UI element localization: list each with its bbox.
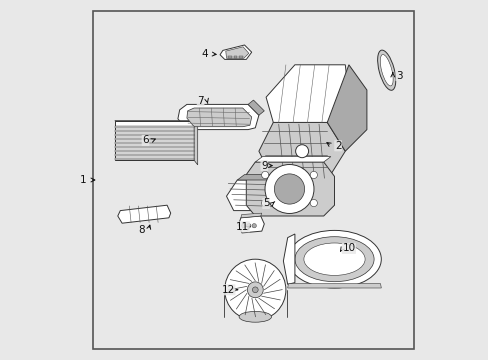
Circle shape: [251, 224, 256, 228]
Polygon shape: [258, 122, 345, 180]
Polygon shape: [255, 157, 330, 162]
Text: 10: 10: [342, 243, 355, 253]
Polygon shape: [115, 138, 194, 140]
Circle shape: [264, 165, 313, 213]
Text: 11: 11: [236, 222, 249, 232]
Polygon shape: [238, 216, 264, 233]
Polygon shape: [265, 65, 348, 122]
Ellipse shape: [303, 243, 365, 275]
Circle shape: [261, 199, 268, 207]
Polygon shape: [298, 175, 316, 196]
Text: 7: 7: [197, 96, 203, 106]
Polygon shape: [194, 121, 197, 165]
Circle shape: [241, 224, 245, 228]
Ellipse shape: [239, 311, 271, 322]
Text: 8: 8: [138, 225, 145, 235]
Polygon shape: [287, 284, 381, 288]
Polygon shape: [115, 121, 194, 160]
Text: 5: 5: [262, 198, 269, 208]
Ellipse shape: [294, 237, 373, 282]
Polygon shape: [220, 45, 251, 59]
Polygon shape: [115, 142, 194, 144]
Polygon shape: [247, 100, 264, 115]
Polygon shape: [326, 65, 366, 151]
Polygon shape: [115, 158, 194, 160]
Circle shape: [224, 259, 285, 320]
Circle shape: [252, 287, 258, 293]
Circle shape: [247, 282, 263, 298]
Circle shape: [309, 199, 317, 207]
Polygon shape: [115, 146, 194, 148]
Polygon shape: [225, 47, 248, 58]
Polygon shape: [118, 205, 170, 223]
Bar: [239, 56, 242, 58]
Text: 12: 12: [221, 285, 234, 295]
Ellipse shape: [287, 230, 381, 288]
Text: 6: 6: [142, 135, 148, 145]
Bar: [233, 56, 237, 58]
Polygon shape: [115, 121, 197, 126]
Ellipse shape: [377, 50, 395, 90]
Polygon shape: [241, 213, 261, 218]
Text: 1: 1: [80, 175, 86, 185]
Polygon shape: [115, 134, 194, 136]
Polygon shape: [115, 150, 194, 152]
Bar: [93, 11, 413, 349]
Text: 9: 9: [261, 161, 267, 171]
Circle shape: [309, 171, 317, 179]
Polygon shape: [246, 162, 334, 216]
Circle shape: [274, 174, 304, 204]
Bar: [228, 56, 231, 58]
Circle shape: [261, 171, 268, 179]
Ellipse shape: [380, 54, 392, 86]
Polygon shape: [283, 234, 294, 284]
Polygon shape: [237, 175, 305, 180]
Circle shape: [295, 145, 308, 158]
Polygon shape: [115, 126, 194, 128]
Polygon shape: [115, 154, 194, 156]
Polygon shape: [226, 180, 309, 211]
Text: 2: 2: [334, 141, 341, 151]
Text: 4: 4: [201, 49, 208, 59]
Text: 3: 3: [395, 71, 402, 81]
Polygon shape: [178, 104, 258, 130]
Polygon shape: [186, 108, 251, 127]
Polygon shape: [115, 130, 194, 132]
Circle shape: [246, 224, 250, 228]
